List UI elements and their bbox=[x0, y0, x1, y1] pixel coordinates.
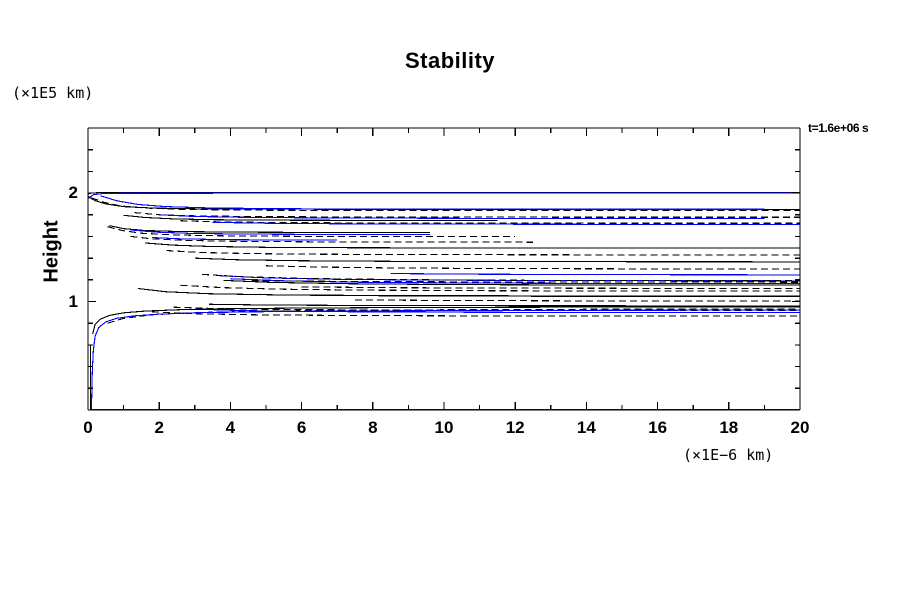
curve-track-32-black-rise bbox=[92, 306, 800, 335]
curve-track-10-blue-long bbox=[212, 221, 800, 225]
data-curves bbox=[87, 191, 801, 411]
curve-track-17-black-dashed-f bbox=[166, 250, 800, 256]
curve-track-04-blue-descend bbox=[100, 195, 765, 210]
curve-track-26-black-heavy-one bbox=[209, 303, 800, 307]
curve-track-40-blue-thin-upper bbox=[390, 273, 801, 276]
curve-track-13-black-dashed-d bbox=[107, 226, 516, 238]
x-tick-label: 8 bbox=[368, 418, 378, 437]
x-tick-label: 4 bbox=[225, 418, 236, 437]
curve-track-39-black-dashed-k bbox=[354, 299, 801, 302]
curve-track-09-black-dashed-c bbox=[180, 220, 800, 224]
time-annotation: t=1.6e+06 s bbox=[808, 121, 869, 135]
curve-track-19-black-dashed-g bbox=[265, 265, 800, 270]
y-axis-unit-label: (×1E5 km) bbox=[12, 84, 94, 102]
curve-track-18-black-long-flat bbox=[194, 257, 801, 263]
curve-track-21-black-band-upper bbox=[201, 273, 801, 282]
curve-track-31-blue-rise bbox=[91, 309, 801, 405]
curve-track-05-black-dashed bbox=[91, 197, 800, 212]
x-tick-label: 12 bbox=[505, 418, 525, 437]
curve-track-06-black-dashed-b bbox=[134, 212, 800, 218]
curve-track-36-black-dashed-upper-dense bbox=[251, 280, 801, 283]
curve-track-08-black-short bbox=[123, 214, 498, 222]
curve-track-14-blue-shortmid bbox=[152, 237, 338, 241]
curve-track-37-black-dashed-mid-dense bbox=[301, 286, 801, 290]
curve-track-15-black-dashed-e bbox=[130, 235, 534, 243]
curve-track-11-black-mid bbox=[109, 225, 430, 234]
curve-track-02-blue-upper bbox=[87, 192, 800, 199]
x-tick-label: 6 bbox=[296, 418, 307, 437]
x-axis-unit-label: (×1E−6 km) bbox=[683, 446, 774, 464]
y-tick-label: 1 bbox=[68, 291, 78, 311]
page-title: Stability bbox=[404, 48, 496, 73]
x-tick-label: 14 bbox=[576, 418, 596, 437]
curve-track-28-blue-lower-band bbox=[194, 308, 801, 314]
x-tick-label: 10 bbox=[434, 418, 454, 437]
x-tick-label: 0 bbox=[83, 418, 93, 437]
curve-track-24-black-dashed-h bbox=[180, 284, 801, 292]
y-tick-label: 2 bbox=[68, 183, 78, 203]
axes-frame bbox=[87, 127, 801, 411]
curve-track-25-black-mid-flat bbox=[137, 287, 800, 297]
curve-track-38-black-short-seg bbox=[287, 294, 800, 297]
x-tick-label: 16 bbox=[648, 418, 668, 437]
curve-track-07-blue-mid-upper bbox=[159, 214, 765, 220]
curve-track-16-black-lower-fan bbox=[144, 242, 800, 249]
curve-track-23-black-band-thick bbox=[223, 279, 801, 286]
curve-track-30-black-dashed-lower bbox=[107, 308, 801, 324]
curve-track-12-blue-mid bbox=[130, 229, 430, 236]
x-tick-label: 18 bbox=[719, 418, 739, 437]
x-tick-label: 2 bbox=[154, 418, 164, 437]
x-tick-label: 20 bbox=[790, 418, 810, 437]
